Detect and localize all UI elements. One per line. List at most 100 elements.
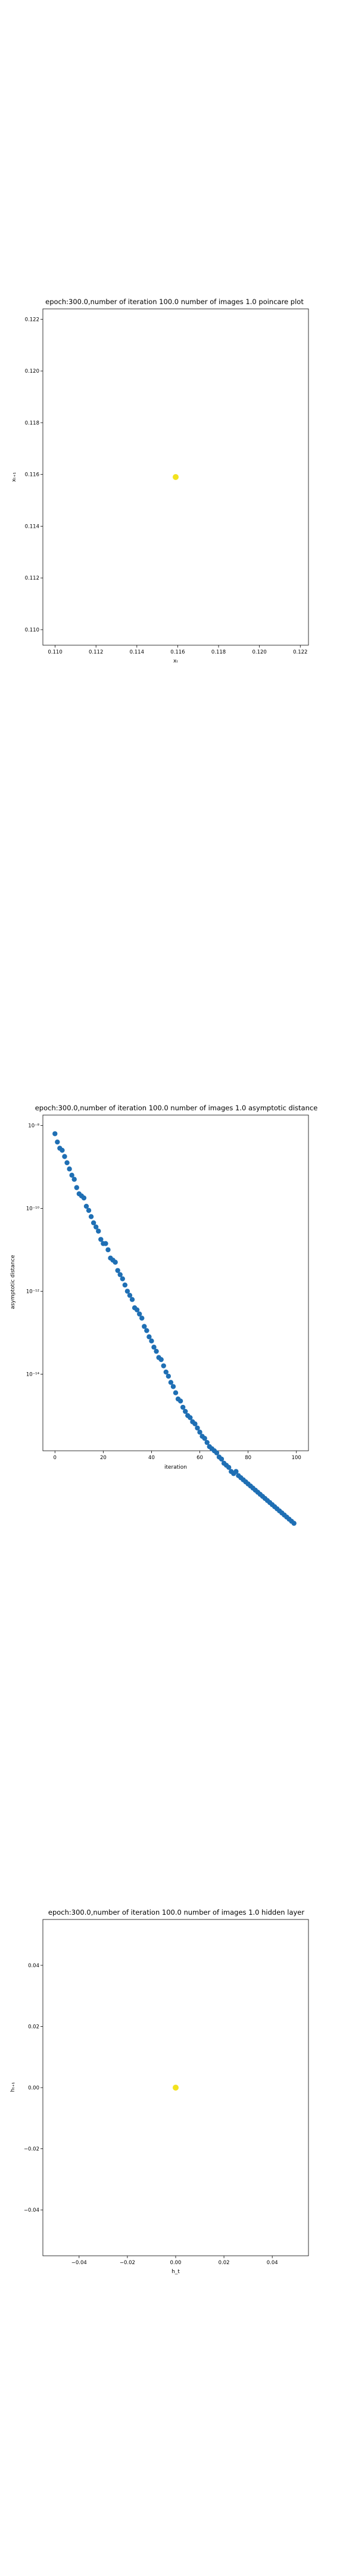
data-point — [81, 1195, 87, 1201]
y-axis-ticks: 0.110 0.112 0.114 0.116 0.118 0.120 0.122 — [25, 317, 43, 633]
data-point — [88, 1214, 94, 1219]
x-tick-label: 0.00 — [170, 2260, 182, 2266]
asymptotic-distance-panel: epoch:300.0,number of iteration 100.0 nu… — [10, 1104, 317, 1526]
x-tick-label: 80 — [245, 1455, 251, 1461]
data-point — [170, 1384, 176, 1389]
data-point — [195, 1425, 200, 1431]
x-tick-label: 0.114 — [130, 649, 144, 655]
chart-title: epoch:300.0,number of iteration 100.0 nu… — [45, 298, 304, 306]
y-tick-label: 0.04 — [28, 1963, 39, 1969]
y-axis-ticks: 10⁻⁸ 10⁻¹⁰ 10⁻¹² 10⁻¹⁴ — [26, 1123, 43, 1377]
x-tick-label: −0.04 — [71, 2260, 87, 2266]
x-tick-label: 40 — [148, 1455, 155, 1461]
data-point — [168, 1380, 174, 1385]
y-tick-label: 0.118 — [25, 420, 39, 426]
y-tick-label: 0.110 — [25, 627, 39, 633]
y-tick-label: 10⁻⁸ — [28, 1123, 39, 1129]
data-point — [177, 1398, 183, 1404]
data-point — [204, 1439, 210, 1445]
x-axis-ticks: −0.04 −0.02 0.00 0.02 0.04 — [71, 2256, 278, 2266]
data-point — [64, 1160, 70, 1166]
data-points — [173, 474, 179, 480]
x-axis-label: h_t — [172, 2269, 180, 2275]
y-tick-label: −0.02 — [24, 2147, 39, 2153]
data-point — [103, 1241, 108, 1246]
data-point — [158, 1357, 164, 1363]
data-point — [69, 1172, 74, 1178]
data-point — [86, 1208, 92, 1213]
data-point — [146, 1334, 152, 1340]
data-point — [192, 1421, 198, 1427]
x-tick-label: 60 — [197, 1455, 203, 1461]
data-point — [124, 1289, 130, 1294]
data-point — [291, 1521, 297, 1526]
data-point — [173, 1390, 179, 1395]
data-point — [60, 1147, 65, 1153]
y-tick-label: 0.112 — [25, 575, 39, 581]
data-point — [136, 1311, 142, 1317]
x-tick-label: 0.110 — [48, 649, 62, 655]
y-tick-label: 0.122 — [25, 317, 39, 323]
data-points — [173, 2085, 179, 2091]
data-point — [96, 1228, 101, 1234]
y-tick-label: 10⁻¹² — [26, 1289, 39, 1295]
y-tick-label: −0.04 — [24, 2207, 39, 2213]
data-point — [91, 1220, 96, 1225]
x-tick-label: 0.116 — [170, 649, 185, 655]
data-point — [113, 1259, 118, 1265]
plot-frame — [42, 308, 309, 646]
data-point — [161, 1363, 166, 1368]
data-points — [52, 1131, 297, 1526]
y-tick-label: 10⁻¹⁰ — [26, 1206, 40, 1212]
data-point — [188, 1415, 193, 1420]
x-axis-label: iteration — [164, 1465, 187, 1470]
data-point — [115, 1268, 120, 1273]
data-point — [83, 1203, 89, 1209]
data-point — [233, 1469, 239, 1474]
x-tick-label: 0.118 — [211, 649, 226, 655]
y-axis-ticks: −0.04 −0.02 0.00 0.02 0.04 — [24, 1963, 43, 2213]
y-tick-label: 0.114 — [25, 524, 39, 530]
data-point — [163, 1369, 169, 1375]
y-tick-label: 0.116 — [25, 472, 39, 478]
data-point — [154, 1348, 159, 1354]
data-point — [226, 1465, 232, 1470]
y-axis-label: asymptotic distance — [10, 1255, 16, 1309]
data-point — [93, 1224, 99, 1230]
data-point — [67, 1166, 72, 1172]
y-tick-label: 0.00 — [28, 2085, 39, 2091]
data-point — [149, 1338, 154, 1344]
x-axis-label: xₜ — [173, 658, 178, 664]
data-point — [71, 1176, 77, 1182]
data-point — [219, 1456, 224, 1462]
y-axis-label: hₜ₊₁ — [10, 2082, 16, 2092]
poincare-plot-panel: epoch:300.0,number of iteration 100.0 nu… — [11, 298, 309, 664]
data-point — [122, 1282, 128, 1288]
data-point — [183, 1408, 188, 1414]
data-point — [173, 474, 179, 480]
data-point — [173, 2085, 179, 2091]
data-point — [139, 1315, 145, 1321]
chart-title: epoch:300.0,number of iteration 100.0 nu… — [35, 1104, 318, 1112]
plot-frame — [42, 1114, 309, 1451]
data-point — [214, 1450, 220, 1456]
y-tick-label: 0.120 — [25, 369, 39, 374]
data-point — [120, 1276, 125, 1281]
x-tick-label: −0.02 — [120, 2260, 135, 2266]
data-point — [127, 1293, 133, 1298]
data-point — [52, 1131, 58, 1137]
data-point — [74, 1185, 79, 1190]
data-point — [166, 1373, 172, 1379]
y-axis-label: xₜ₊₁ — [11, 472, 17, 482]
x-tick-label: 20 — [100, 1455, 107, 1461]
data-point — [134, 1307, 140, 1312]
y-tick-label: 10⁻¹⁴ — [26, 1371, 40, 1377]
data-point — [105, 1247, 111, 1253]
x-tick-label: 0.04 — [267, 2260, 278, 2266]
data-point — [151, 1345, 157, 1350]
x-axis-ticks: 0.110 0.112 0.114 0.116 0.118 0.120 0.122 — [48, 645, 307, 655]
x-axis-ticks: 0 20 40 60 80 100 — [54, 1451, 301, 1461]
y-tick-label: 0.02 — [28, 2024, 39, 2030]
data-point — [55, 1139, 60, 1145]
